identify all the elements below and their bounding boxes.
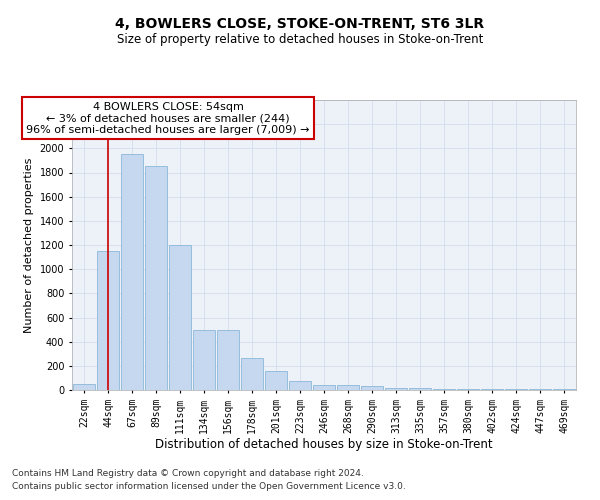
Bar: [265, 372, 287, 390]
Bar: [73, 384, 95, 390]
Bar: [409, 388, 431, 390]
X-axis label: Distribution of detached houses by size in Stoke-on-Trent: Distribution of detached houses by size …: [155, 438, 493, 452]
Bar: [337, 384, 359, 390]
Bar: [169, 245, 191, 390]
Bar: [193, 330, 215, 390]
Text: Contains HM Land Registry data © Crown copyright and database right 2024.: Contains HM Land Registry data © Crown c…: [12, 468, 364, 477]
Text: Contains public sector information licensed under the Open Government Licence v3: Contains public sector information licen…: [12, 482, 406, 491]
Bar: [121, 154, 143, 390]
Bar: [481, 389, 503, 390]
Bar: [553, 389, 575, 390]
Text: 4, BOWLERS CLOSE, STOKE-ON-TRENT, ST6 3LR: 4, BOWLERS CLOSE, STOKE-ON-TRENT, ST6 3L…: [115, 18, 485, 32]
Text: Size of property relative to detached houses in Stoke-on-Trent: Size of property relative to detached ho…: [117, 32, 483, 46]
Bar: [505, 389, 527, 390]
Bar: [145, 166, 167, 390]
Text: 4 BOWLERS CLOSE: 54sqm
← 3% of detached houses are smaller (244)
96% of semi-det: 4 BOWLERS CLOSE: 54sqm ← 3% of detached …: [26, 102, 310, 134]
Bar: [217, 330, 239, 390]
Bar: [313, 384, 335, 390]
Bar: [385, 388, 407, 390]
Bar: [433, 389, 455, 390]
Y-axis label: Number of detached properties: Number of detached properties: [24, 158, 34, 332]
Bar: [361, 386, 383, 390]
Bar: [529, 389, 551, 390]
Bar: [457, 389, 479, 390]
Bar: [289, 381, 311, 390]
Bar: [97, 251, 119, 390]
Bar: [241, 358, 263, 390]
